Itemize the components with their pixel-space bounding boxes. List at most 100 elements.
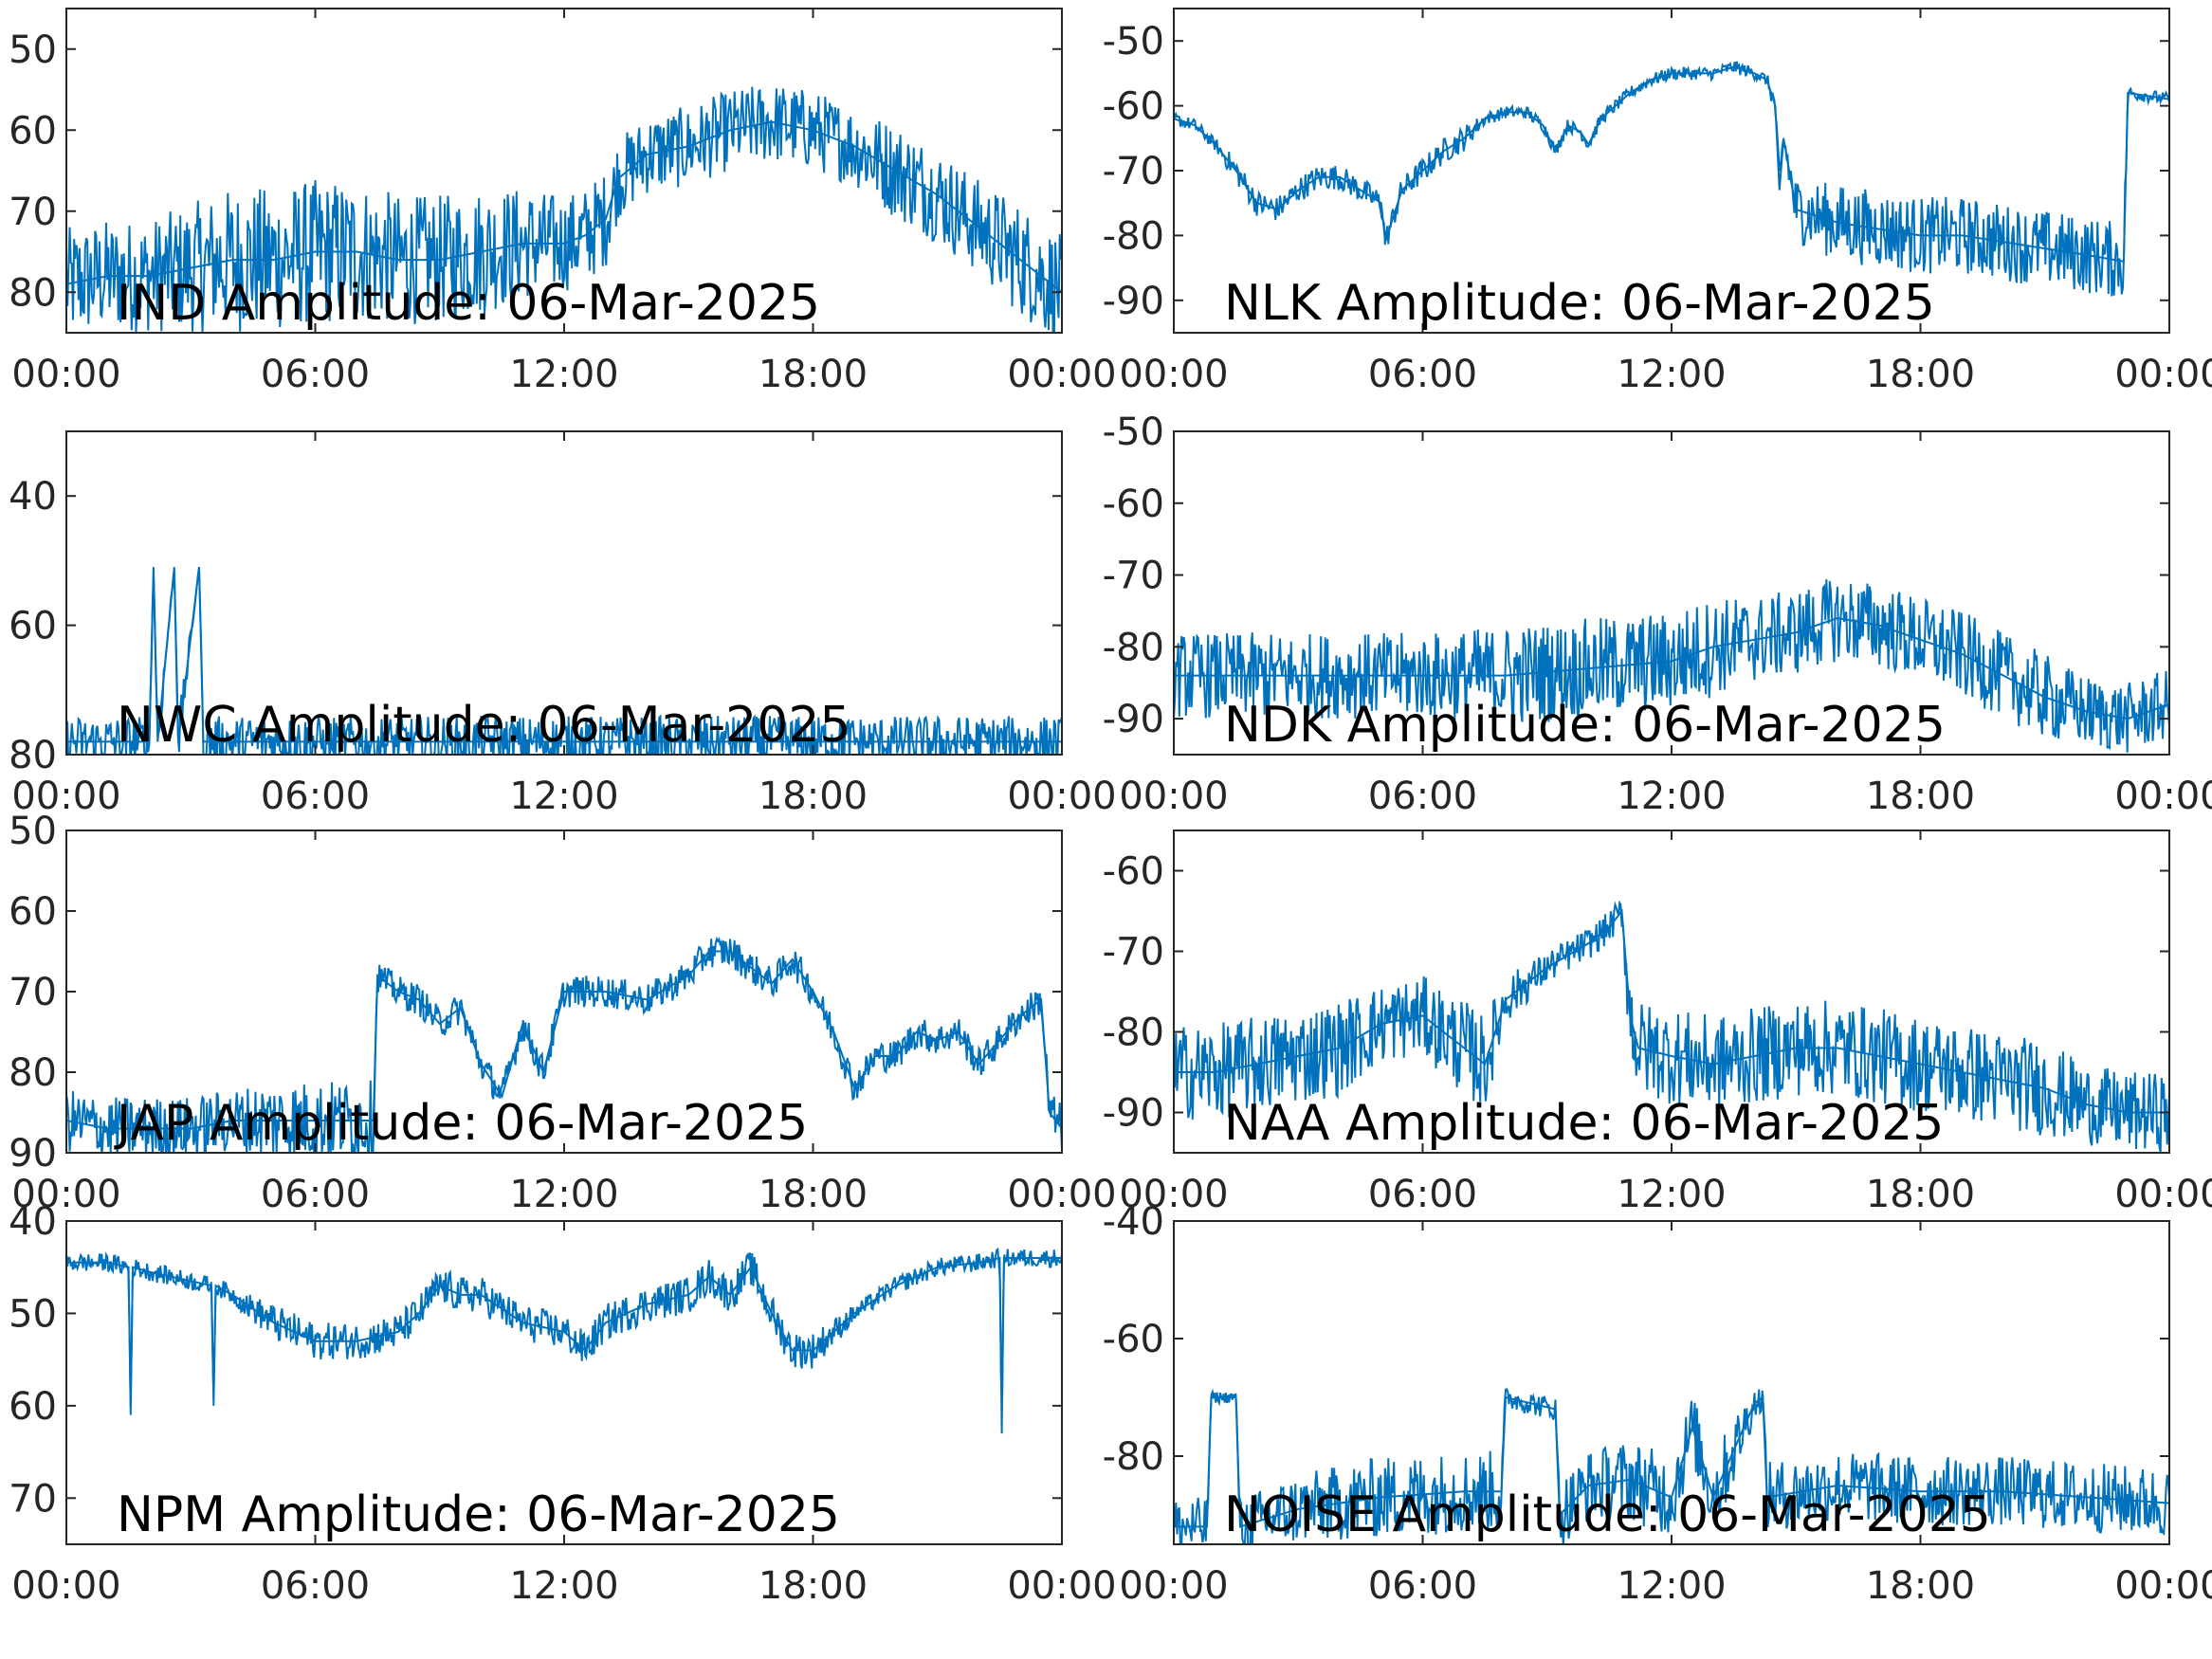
panel-title: NDK Amplitude: 06-Mar-2025 <box>1224 697 1946 754</box>
x-tick-label: 00:00 <box>1119 353 1228 396</box>
x-tick-label: 12:00 <box>1617 1173 1726 1216</box>
x-tick-label: 12:00 <box>1617 353 1726 396</box>
x-tick-label: 00:00 <box>1119 775 1228 818</box>
x-tick-label: 00:00 <box>2114 775 2212 818</box>
x-tick-label: 12:00 <box>509 1564 618 1608</box>
y-tick-label: -80 <box>1103 1435 1164 1479</box>
y-tick-label: -50 <box>1103 410 1164 454</box>
y-tick-label: 60 <box>9 605 57 648</box>
series-trace <box>66 936 1062 1153</box>
x-tick-label: 18:00 <box>1866 1173 1975 1216</box>
panel-title: IND Amplitude: 06-Mar-2025 <box>117 275 820 332</box>
x-tick-label: 00:00 <box>11 775 120 818</box>
x-tick-label: 00:00 <box>2114 1173 2212 1216</box>
y-tick-label: 40 <box>9 1200 57 1244</box>
x-tick-label: 00:00 <box>1119 1564 1228 1608</box>
x-tick-label: 06:00 <box>1368 1564 1477 1608</box>
y-tick-label: -70 <box>1103 555 1164 598</box>
x-tick-label: 00:00 <box>1007 353 1116 396</box>
x-tick-label: 18:00 <box>1866 775 1975 818</box>
x-tick-label: 12:00 <box>509 1173 618 1216</box>
y-tick-label: -70 <box>1103 931 1164 975</box>
x-tick-label: 00:00 <box>2114 353 2212 396</box>
y-tick-label: 90 <box>9 1132 57 1176</box>
x-tick-label: 00:00 <box>1007 1173 1116 1216</box>
x-tick-label: 18:00 <box>1866 353 1975 396</box>
x-tick-label: 00:00 <box>1119 1173 1228 1216</box>
panel-title: NOISE Amplitude: 06-Mar-2025 <box>1224 1486 1991 1543</box>
panel-title: NLK Amplitude: 06-Mar-2025 <box>1224 275 1935 332</box>
x-tick-label: 00:00 <box>1007 775 1116 818</box>
y-tick-label: 60 <box>9 109 57 153</box>
x-tick-label: 00:00 <box>11 353 120 396</box>
series-envelope <box>66 120 1062 294</box>
chart-panel-6: 00:00 06:00 12:00 18:00 00:00 -90 -80 -70 -60 NAA… <box>1103 830 2212 1216</box>
y-tick-label: -50 <box>1103 20 1164 64</box>
y-tick-label: -70 <box>1103 150 1164 193</box>
x-tick-label: 00:00 <box>11 1173 120 1216</box>
x-tick-label: 12:00 <box>509 775 618 818</box>
y-tick-label: -90 <box>1103 1092 1164 1136</box>
y-tick-label: -80 <box>1103 214 1164 258</box>
x-tick-label: 06:00 <box>261 1173 370 1216</box>
series-trace <box>66 567 1062 755</box>
series-trace <box>1174 579 2169 753</box>
x-tick-label: 06:00 <box>261 1564 370 1608</box>
panel-title: NWC Amplitude: 06-Mar-2025 <box>117 697 851 754</box>
y-tick-label: -40 <box>1103 1200 1164 1244</box>
y-tick-label: 50 <box>9 28 57 72</box>
chart-panel-2: 00:00 06:00 12:00 18:00 00:00 -90 -80 -70 -60 -50… <box>1103 8 2212 396</box>
x-tick-label: 06:00 <box>1368 775 1477 818</box>
series-envelope <box>66 1256 1062 1434</box>
y-tick-label: -60 <box>1103 85 1164 129</box>
x-tick-label: 18:00 <box>759 775 868 818</box>
panel-title: JAP Amplitude: 06-Mar-2025 <box>114 1095 808 1152</box>
x-tick-label: 18:00 <box>759 1173 868 1216</box>
y-tick-label: 40 <box>9 475 57 519</box>
x-tick-label: 06:00 <box>1368 1173 1477 1216</box>
series-trace <box>1174 900 2169 1153</box>
y-tick-label: -90 <box>1103 280 1164 323</box>
y-tick-label: -60 <box>1103 850 1164 894</box>
x-tick-label: 00:00 <box>1007 1564 1116 1608</box>
x-tick-label: 00:00 <box>2114 1564 2212 1608</box>
panel-title: NPM Amplitude: 06-Mar-2025 <box>117 1486 840 1543</box>
y-tick-label: 80 <box>9 734 57 777</box>
y-tick-label: 80 <box>9 271 57 315</box>
x-tick-label: 18:00 <box>1866 1564 1975 1608</box>
y-tick-label: -60 <box>1103 483 1164 526</box>
x-tick-label: 12:00 <box>509 353 618 396</box>
y-tick-label: -60 <box>1103 1318 1164 1361</box>
y-tick-label: 60 <box>9 1385 57 1429</box>
y-tick-label: 50 <box>9 1292 57 1336</box>
y-tick-label: 70 <box>9 1477 57 1521</box>
x-tick-label: 00:00 <box>11 1564 120 1608</box>
x-tick-label: 12:00 <box>1617 1564 1726 1608</box>
chart-panel-8: 00:00 06:00 12:00 18:00 00:00 -80 -60 -40 NOISE … <box>1103 1200 2212 1608</box>
x-tick-label: 06:00 <box>1368 353 1477 396</box>
series-envelope <box>1174 65 2169 263</box>
series-envelope <box>66 950 1062 1130</box>
x-tick-label: 12:00 <box>1617 775 1726 818</box>
y-tick-label: 50 <box>9 810 57 853</box>
y-tick-label: 80 <box>9 1051 57 1095</box>
series-trace <box>1174 61 2169 297</box>
x-tick-label: 18:00 <box>759 353 868 396</box>
y-tick-label: -90 <box>1103 698 1164 741</box>
chart-panel-1: 00:00 06:00 12:00 18:00 00:00 80 70 60 50 IND Amp… <box>9 8 1117 396</box>
chart-panel-7: 00:00 06:00 12:00 18:00 00:00 70 60 50 40 NPM Amp… <box>9 1200 1117 1608</box>
series-envelope <box>1174 616 2169 720</box>
x-tick-label: 06:00 <box>261 775 370 818</box>
panel-title: NAA Amplitude: 06-Mar-2025 <box>1224 1095 1944 1152</box>
chart-panel-4: 00:00 06:00 12:00 18:00 00:00 -90 -80 -70 -60 -50… <box>1103 410 2212 818</box>
series-trace <box>66 86 1062 333</box>
series-envelope <box>66 567 1062 743</box>
series-envelope <box>1174 1395 2169 1528</box>
x-tick-label: 18:00 <box>759 1564 868 1608</box>
y-tick-label: 60 <box>9 890 57 934</box>
y-tick-label: 70 <box>9 971 57 1014</box>
y-tick-label: -80 <box>1103 626 1164 669</box>
